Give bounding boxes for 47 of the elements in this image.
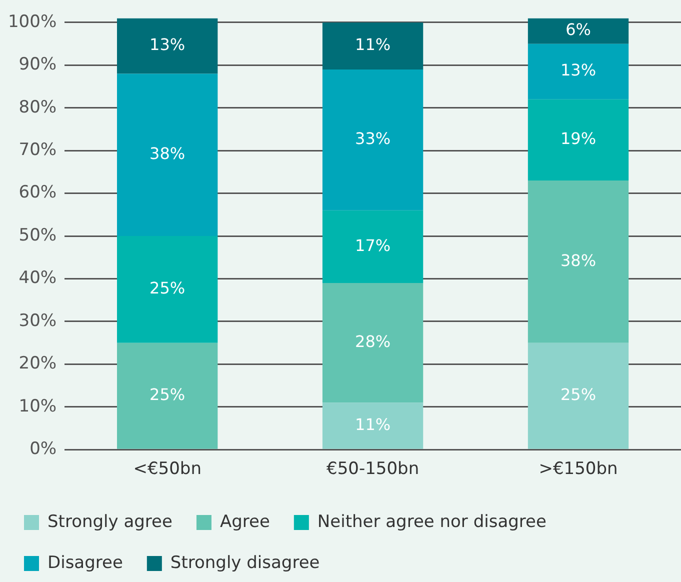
bar (528, 99, 629, 181)
bar (322, 22, 424, 70)
y-tick-label: 40% (18, 268, 57, 288)
data-label: 6% (566, 20, 591, 40)
y-tick-label: 20% (18, 354, 57, 374)
bar (528, 18, 629, 44)
data-label: 33% (355, 129, 391, 148)
x-tick-label: €50-150bn (326, 459, 420, 480)
data-label: 11% (355, 35, 391, 54)
data-label: 11% (355, 414, 391, 434)
bar (528, 180, 629, 343)
y-tick-label: 80% (18, 97, 57, 118)
bar (116, 236, 218, 343)
y-tick-label: 90% (18, 54, 57, 75)
bar (322, 69, 424, 210)
y-tick-label: 50% (18, 225, 57, 246)
y-tick-label: 60% (18, 182, 57, 203)
data-label: 38% (560, 250, 596, 270)
data-label: 28% (355, 332, 391, 351)
x-tick-label: <€50bn (133, 459, 202, 480)
bar (528, 342, 629, 449)
legend-label: Strongly agree (48, 512, 172, 532)
y-tick-label: 10% (18, 396, 57, 416)
data-label: 17% (355, 236, 391, 255)
bar (322, 402, 424, 449)
y-tick-label: 100% (8, 12, 57, 32)
legend-label: Neither agree nor disagree (317, 512, 546, 532)
data-label: 25% (150, 384, 186, 404)
bar (116, 18, 218, 74)
data-label: 13% (150, 35, 186, 54)
bar (116, 74, 218, 236)
y-tick-label: 0% (30, 439, 57, 460)
y-tick-label: 30% (18, 310, 57, 331)
legend-label: Disagree (48, 552, 123, 573)
data-label: 13% (560, 60, 596, 80)
bar (322, 210, 424, 284)
x-tick-label: >€150bn (538, 459, 618, 480)
data-label: 25% (150, 278, 186, 298)
legend-label: Strongly disagree (170, 552, 320, 573)
data-label: 38% (150, 144, 186, 164)
legend-label: Agree (220, 512, 270, 532)
data-label: 25% (560, 384, 596, 404)
bar (322, 283, 424, 403)
data-label: 19% (560, 129, 596, 148)
bar (528, 44, 629, 100)
y-tick-label: 70% (18, 140, 57, 160)
bar (116, 342, 218, 449)
